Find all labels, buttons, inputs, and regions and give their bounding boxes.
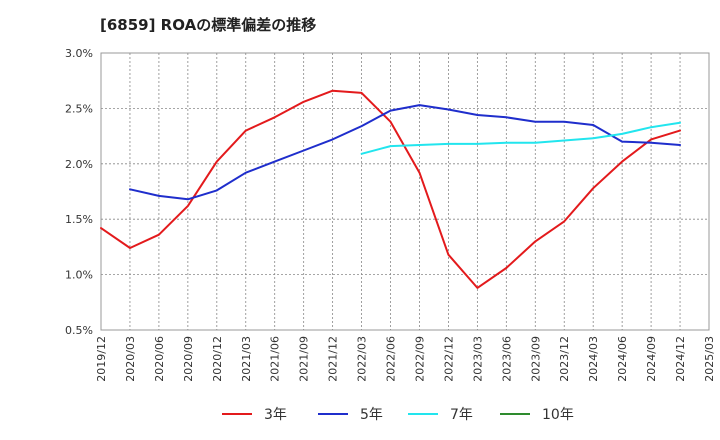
plot-border bbox=[100, 52, 710, 331]
chart-title: [6859] ROAの標準偏差の推移 bbox=[100, 16, 317, 34]
y-tick-label: 1.5% bbox=[65, 213, 93, 226]
x-axis-ticks: 2019/12 2020/03 2020/06 2020/09 2020/12 2021/… bbox=[95, 336, 716, 382]
x-tick-label: 2020/12 bbox=[211, 336, 224, 382]
x-tick-label: 2021/03 bbox=[240, 336, 253, 382]
grid bbox=[100, 52, 710, 331]
legend-label: 3年 bbox=[264, 407, 287, 423]
legend: 3年 5年 7年 10年 bbox=[222, 407, 574, 423]
x-tick-label: 2023/12 bbox=[558, 336, 571, 382]
series-lines bbox=[100, 89, 681, 289]
x-tick-label: 2020/06 bbox=[153, 336, 166, 382]
x-tick-label: 2024/12 bbox=[674, 336, 687, 382]
legend-label: 5年 bbox=[360, 407, 383, 423]
series-line-5年 bbox=[129, 104, 681, 201]
x-tick-label: 2022/03 bbox=[356, 336, 369, 382]
x-tick-label: 2025/03 bbox=[703, 336, 716, 382]
x-tick-label: 2020/09 bbox=[182, 336, 195, 382]
y-axis-ticks: 0.5% 1.0% 1.5% 2.0% 2.5% 3.0% bbox=[65, 47, 93, 337]
y-tick-label: 2.5% bbox=[65, 102, 93, 115]
x-tick-label: 2024/03 bbox=[587, 336, 600, 382]
x-tick-label: 2024/09 bbox=[645, 336, 658, 382]
x-tick-label: 2021/12 bbox=[327, 336, 340, 382]
legend-label: 7年 bbox=[450, 407, 473, 423]
series-line-3年 bbox=[100, 89, 681, 289]
x-tick-label: 2019/12 bbox=[95, 336, 108, 382]
x-tick-label: 2024/06 bbox=[616, 336, 629, 382]
x-tick-label: 2021/09 bbox=[298, 336, 311, 382]
x-tick-label: 2023/09 bbox=[529, 336, 542, 382]
x-tick-label: 2021/06 bbox=[269, 336, 282, 382]
x-tick-label: 2023/03 bbox=[471, 336, 484, 382]
legend-label: 10年 bbox=[542, 407, 574, 423]
x-tick-label: 2020/03 bbox=[124, 336, 137, 382]
y-tick-label: 1.0% bbox=[65, 269, 93, 282]
y-tick-label: 0.5% bbox=[65, 324, 93, 337]
x-tick-label: 2022/09 bbox=[413, 336, 426, 382]
x-tick-label: 2023/06 bbox=[500, 336, 513, 382]
y-tick-label: 2.0% bbox=[65, 158, 93, 171]
y-tick-label: 3.0% bbox=[65, 47, 93, 60]
series-line-7年 bbox=[360, 121, 681, 155]
x-tick-label: 2022/06 bbox=[385, 336, 398, 382]
x-tick-label: 2022/12 bbox=[442, 336, 455, 382]
